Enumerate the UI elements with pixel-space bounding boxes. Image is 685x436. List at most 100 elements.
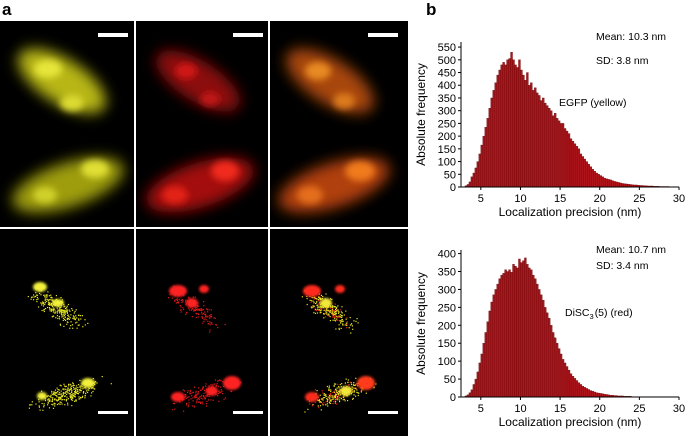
localization-dot: [327, 397, 329, 400]
localization-dot: [220, 386, 222, 388]
histogram-bar: [488, 107, 491, 188]
localization-dot: [45, 298, 47, 300]
localization-dot: [67, 404, 69, 406]
localization-dot: [52, 299, 54, 301]
localization-dot: [59, 403, 61, 405]
localization-dot: [337, 397, 339, 399]
localization-dot: [187, 396, 189, 398]
histogram-bar: [472, 384, 476, 398]
histogram-bar: [468, 181, 472, 188]
localization-dot: [340, 322, 342, 324]
localization-dot: [66, 312, 68, 314]
localization-dot: [78, 389, 80, 391]
localization-dot: [322, 404, 324, 406]
x-tick-label: 15: [554, 403, 566, 415]
localization-dot: [71, 385, 73, 387]
localization-dot: [335, 394, 337, 396]
localization-dot: [333, 395, 335, 397]
localization-dot: [375, 383, 377, 385]
localization-dot: [181, 299, 183, 301]
localization-dot: [73, 386, 75, 388]
localization-dot: [90, 395, 92, 397]
localization-dot: [61, 312, 63, 314]
localization-dot: [33, 296, 35, 298]
histogram-axes: 0 50 100 150 200 250 300 350 400 5 10 15 20 25 30: [438, 249, 685, 415]
localization-dot: [340, 316, 342, 318]
localization-dot: [337, 395, 339, 398]
localization-dot: [188, 396, 190, 398]
localization-dot: [101, 376, 103, 378]
localization-dot: [320, 305, 322, 307]
localization-dot: [355, 383, 357, 385]
localization-dot: [197, 393, 199, 395]
localization-dot: [203, 395, 205, 397]
localization-dot: [188, 404, 190, 406]
localization-dot: [70, 394, 72, 396]
localization-dot: [190, 398, 192, 400]
localization-dot: [313, 302, 315, 304]
localization-dot: [327, 399, 329, 401]
localization-dot: [185, 404, 187, 406]
histogram-bar: [571, 376, 575, 398]
localization-dot: [355, 377, 357, 379]
localization-dot: [346, 324, 348, 326]
localization-dot: [309, 299, 311, 301]
histogram-bar: [518, 258, 521, 398]
localization-dot: [82, 395, 84, 397]
localization-dot: [64, 404, 66, 406]
localization-dot: [51, 305, 54, 307]
localization-dot: [74, 396, 76, 398]
localization-dot: [71, 309, 74, 311]
localization-dot: [55, 317, 57, 319]
localization-dot: [186, 402, 188, 404]
localization-dot: [71, 396, 73, 398]
localization-dot: [42, 305, 45, 307]
localization-dot: [50, 304, 52, 306]
localization-dot: [324, 316, 327, 318]
localization-dot: [316, 300, 318, 302]
localization-dot: [55, 392, 57, 394]
localization-dot: [52, 392, 55, 394]
localization-dot: [338, 310, 340, 312]
localization-dot: [185, 397, 187, 399]
localization-dot: [351, 389, 353, 391]
localization-dot: [65, 399, 68, 401]
histogram-bar: [553, 113, 557, 188]
localization-dot: [62, 315, 64, 317]
localization-dot: [194, 386, 196, 388]
localization-dot: [188, 402, 190, 404]
localization-dot: [311, 405, 313, 407]
localization-dot: [345, 378, 347, 380]
localization-dot: [48, 407, 51, 409]
localization-dot: [314, 309, 316, 311]
x-tick-label: 20: [594, 193, 606, 205]
localization-dot: [333, 396, 335, 399]
histogram-bar: [619, 182, 622, 188]
localization-dot: [76, 392, 78, 394]
localization-dot: [75, 390, 77, 392]
localization-dot: [39, 292, 41, 295]
localization-dot: [193, 406, 195, 408]
localization-dot: [63, 325, 65, 327]
localization-dot: [41, 390, 43, 392]
localization-dot: [50, 303, 52, 305]
localization-dot: [171, 297, 173, 299]
localization-dot: [326, 307, 328, 309]
localization-dot: [320, 311, 322, 313]
localization-dot: [199, 308, 201, 310]
localization-dot: [350, 392, 352, 394]
histogram-bar: [538, 95, 541, 188]
localization-dot: [72, 383, 74, 385]
localization-dot: [342, 323, 344, 325]
localization-dot: [87, 391, 89, 393]
image-disc-widefield: [146, 33, 263, 213]
localization-dot: [332, 319, 334, 321]
localization-dot: [69, 392, 71, 394]
localization-dot: [326, 313, 328, 315]
localization-dot: [334, 306, 336, 308]
histogram-bar: [480, 144, 483, 188]
localization-dot: [67, 402, 69, 404]
localization-dot: [348, 327, 350, 329]
histogram-bar: [583, 158, 586, 188]
image-disc-superres: [167, 285, 263, 414]
